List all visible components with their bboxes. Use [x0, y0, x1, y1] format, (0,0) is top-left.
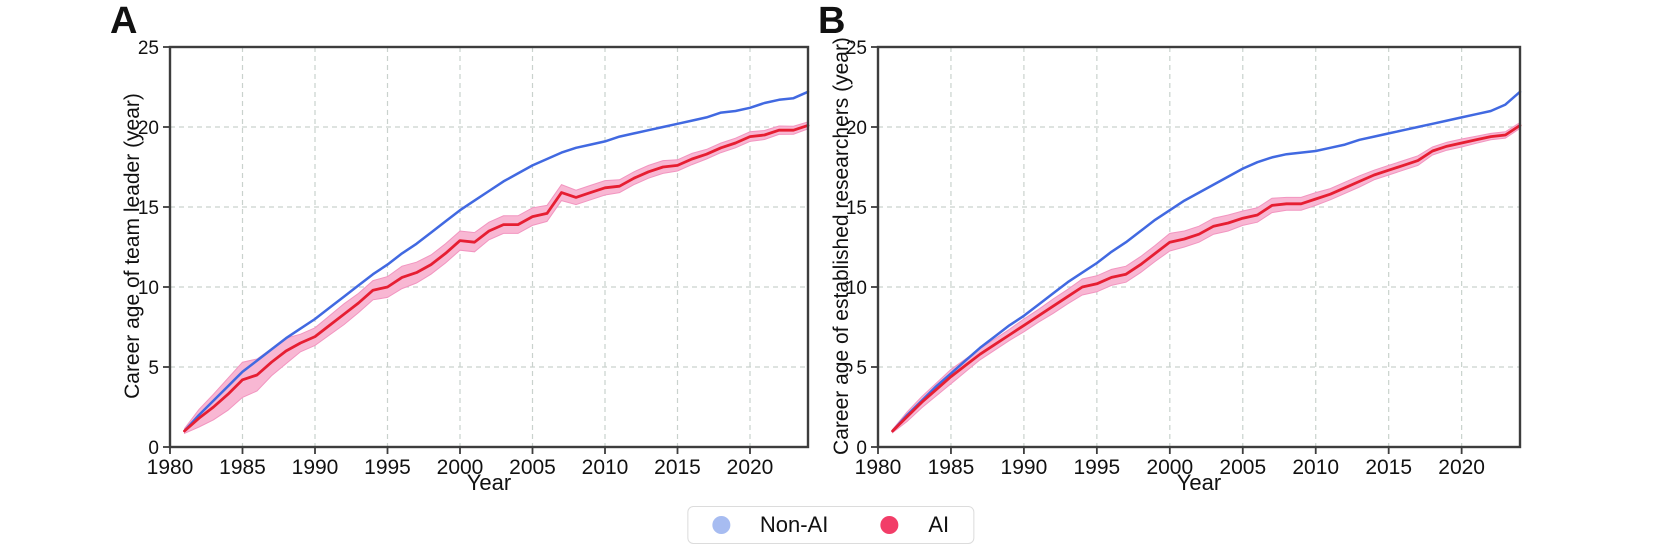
x-tick-label: 2010	[582, 456, 629, 479]
ai-confidence-band	[892, 121, 1521, 434]
x-tick-label: 1980	[147, 456, 194, 479]
panel-a-x-axis-label: Year	[466, 470, 512, 495]
non-ai-line	[183, 90, 810, 433]
y-tick-label: 0	[148, 438, 159, 459]
y-tick-label: 10	[846, 278, 867, 299]
ai-legend-label: AI	[928, 512, 950, 537]
y-tick-label: 15	[846, 198, 867, 219]
plot-frame	[168, 45, 810, 449]
x-tick-label: 2015	[654, 456, 701, 479]
y-tick-label: 15	[138, 198, 159, 219]
y-tick-label: 25	[138, 38, 159, 59]
x-tick-label: 2010	[1292, 456, 1339, 479]
y-tick-label: 0	[856, 438, 867, 459]
panel-b-x-axis-label: Year	[1176, 470, 1222, 495]
ai-line	[891, 124, 1522, 433]
non-ai-legend-label: Non-AI	[759, 512, 829, 537]
ai-legend-marker-icon	[880, 516, 899, 534]
x-tick-label: 1985	[219, 456, 266, 479]
panel-b-letter: B	[818, 0, 846, 42]
y-tick-label: 20	[846, 118, 867, 139]
x-tick-label: 2000	[1146, 456, 1193, 479]
x-tick-label: 2020	[1438, 456, 1485, 479]
x-tick-label: 1985	[928, 456, 975, 479]
panel-a-y-axis-label: Career age of team leader (year)	[121, 93, 144, 399]
y-tick-label: 5	[148, 358, 159, 379]
panel-b-y-axis-label: Career age of established researchers (y…	[830, 37, 853, 455]
plot-frame	[876, 45, 1522, 449]
y-tick-label: 5	[856, 358, 867, 379]
non-ai-legend-marker-icon	[711, 516, 730, 534]
legend-item-non-ai: Non-AI	[711, 512, 829, 537]
y-tick-label: 10	[138, 278, 159, 299]
x-tick-label: 1990	[292, 456, 339, 479]
x-tick-label: 1995	[364, 456, 411, 479]
ai-confidence-band	[184, 121, 809, 435]
legend-item-ai: AI	[880, 514, 949, 536]
non-ai-line	[891, 90, 1522, 433]
x-tick-label: 1995	[1074, 456, 1121, 479]
x-tick-label: 2020	[727, 456, 774, 479]
panel-a-letter: A	[110, 0, 138, 42]
x-tick-label: 1990	[1001, 456, 1048, 479]
legend: Non-AI AI	[686, 506, 975, 544]
x-tick-label: 2000	[437, 456, 484, 479]
x-tick-label: 1980	[855, 456, 902, 479]
x-tick-label: 2005	[509, 456, 556, 479]
x-tick-label: 2005	[1219, 456, 1266, 479]
x-tick-label: 2015	[1365, 456, 1412, 479]
y-tick-label: 25	[846, 38, 867, 59]
ai-line	[183, 124, 810, 433]
y-tick-label: 20	[138, 118, 159, 139]
